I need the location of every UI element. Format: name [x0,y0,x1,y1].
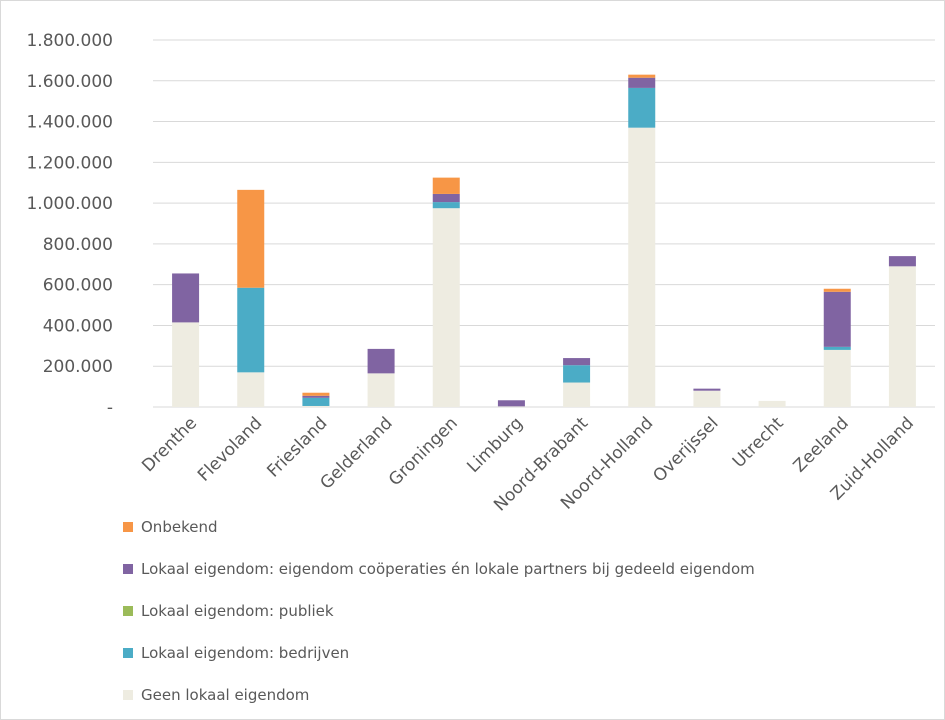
legend-swatch [123,648,133,658]
bar-segment [563,382,591,407]
bar-segment [172,322,200,407]
stacked-bar-chart: - 200.000 400.000 600.000 800.000 1.000.000 1.… [26,31,935,515]
bar-segment [758,400,786,407]
x-axis: DrentheFlevolandFrieslandGelderlandGroni… [138,413,918,515]
legend-item: Onbekend [123,506,755,548]
bar-segment [888,266,916,407]
x-tick-label: Flevoland [194,413,266,485]
bar-segment [432,193,460,203]
x-tick-label: Groningen [385,413,462,490]
bar-segment [823,346,851,350]
legend-label: Lokaal eigendom: eigendom coöperaties én… [141,560,755,578]
bar-segment [693,390,721,407]
y-tick-label: 200.000 [43,357,113,377]
bar-segment [628,74,656,78]
bar-segment [237,189,265,288]
legend-label: Onbekend [141,518,218,536]
y-tick-label: 1.800.000 [26,31,113,51]
legend-swatch [123,606,133,616]
y-axis: - 200.000 400.000 600.000 800.000 1.000.000 1.… [26,31,113,418]
bar-segment [367,348,395,374]
bar-segment [302,392,330,396]
bar-segment [237,287,265,373]
y-tick-label: 1.200.000 [26,153,113,173]
legend-label: Lokaal eigendom: publiek [141,602,334,620]
bar-segment [237,372,265,407]
y-tick-label: 1.000.000 [26,194,113,214]
legend-swatch [123,690,133,700]
legend-label: Geen lokaal eigendom [141,686,310,704]
bar-segment [823,291,851,347]
legend-label: Lokaal eigendom: bedrijven [141,644,350,662]
bar-segment [432,202,460,209]
y-tick-label: 400.000 [43,316,113,336]
bar-segment [823,349,851,407]
x-tick-label: Overijssel [649,413,722,486]
bar-segment [367,373,395,407]
y-tick-label: 1.400.000 [26,113,113,133]
bars [172,74,916,407]
gridlines [153,39,935,408]
bar-segment [497,400,525,407]
x-tick-label: Utrecht [729,413,788,472]
bar-segment [432,177,460,194]
bar-segment [628,87,656,128]
y-tick-label: 1.600.000 [26,72,113,92]
legend-item: Geen lokaal eigendom [123,674,755,716]
x-tick-label: Friesland [263,413,331,481]
bar-segment [302,405,330,407]
x-tick-label: Limburg [463,413,527,477]
legend-swatch [123,522,133,532]
legend-item: Lokaal eigendom: bedrijven [123,632,755,674]
legend-swatch [123,564,133,574]
bar-segment [628,127,656,407]
bar-segment [563,365,591,383]
legend-item: Lokaal eigendom: publiek [123,590,755,632]
bar-segment [888,256,916,267]
bar-segment [563,358,591,366]
bar-segment [302,397,330,406]
bar-segment [302,395,330,398]
bar-segment [432,208,460,407]
bar-segment [628,77,656,88]
bar-segment [497,406,525,407]
legend-item: Lokaal eigendom: eigendom coöperaties én… [123,548,755,590]
y-tick-label: - [107,398,113,418]
bar-segment [823,288,851,292]
legend: Onbekend Lokaal eigendom: eigendom coöper… [123,506,755,716]
x-tick-label: Zeeland [790,413,853,476]
y-tick-label: 600.000 [43,276,113,296]
bar-segment [693,388,721,391]
y-tick-label: 800.000 [43,235,113,255]
bar-segment [172,273,200,323]
x-tick-label: Drenthe [138,413,201,476]
